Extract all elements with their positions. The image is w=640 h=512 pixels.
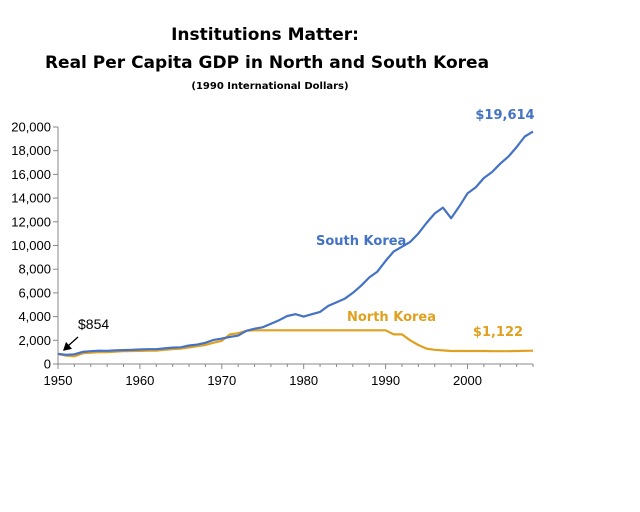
annotation-arrow-head	[63, 341, 72, 351]
axes: 0 2,000 4,000 6,000 8,000 10,000 12,000 14,000 1…	[11, 120, 534, 388]
series-name-north-korea: North Korea	[347, 310, 436, 325]
series-line-north-korea	[57, 329, 534, 358]
chart-subtitle: Real Per Capita GDP in North and South K…	[45, 53, 489, 73]
x-tick-label: 1980	[289, 373, 318, 388]
x-tick-label: 1970	[207, 373, 236, 388]
y-tick-label: 16,000	[11, 167, 51, 182]
y-tick-label: 0	[44, 357, 51, 372]
y-tick-label: 6,000	[18, 285, 51, 300]
x-tick-label: 1950	[44, 373, 73, 388]
series-lines	[57, 130, 534, 358]
x-tick-label: 1960	[125, 373, 154, 388]
y-tick-label: 20,000	[11, 120, 51, 135]
x-tick-label: 1990	[371, 373, 400, 388]
series-end-value-south-korea: $19,614	[475, 108, 534, 123]
x-tick-label: 2000	[453, 373, 482, 388]
series-labels: South Korea $19,614 North Korea $1,122 $854	[63, 108, 535, 351]
annotation-start-value: $854	[78, 316, 109, 332]
series-line-south-korea	[57, 130, 534, 356]
series-name-south-korea: South Korea	[316, 234, 406, 249]
series-end-value-north-korea: $1,122	[473, 325, 523, 340]
y-tick-label: 2,000	[18, 333, 51, 348]
chart-note: (1990 International Dollars)	[191, 81, 348, 92]
y-tick-label: 4,000	[18, 309, 51, 324]
y-tick-label: 10,000	[11, 238, 51, 253]
chart-title: Institutions Matter:	[171, 25, 359, 45]
y-tick-label: 18,000	[11, 143, 51, 158]
y-tick-label: 14,000	[11, 191, 51, 206]
y-tick-label: 8,000	[18, 262, 51, 277]
y-tick-label: 12,000	[11, 214, 51, 229]
